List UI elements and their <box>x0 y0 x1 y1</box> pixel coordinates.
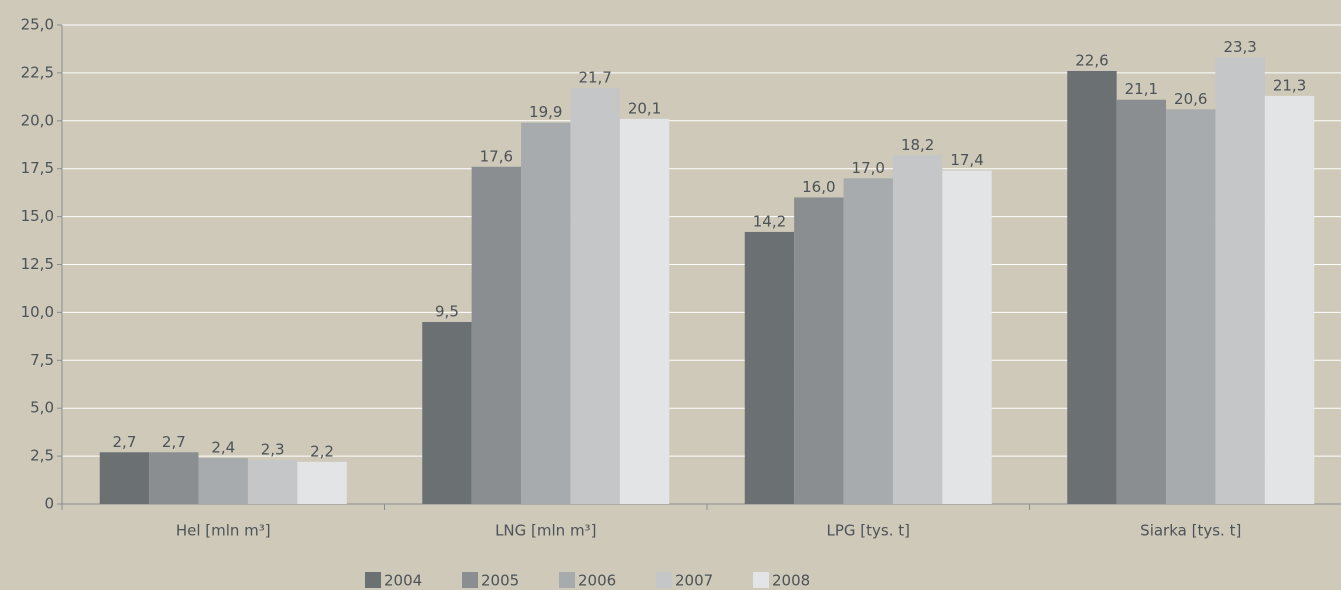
value-label: 21,7 <box>578 69 611 87</box>
y-tick-label: 15,0 <box>21 207 54 225</box>
y-tick-label: 10,0 <box>21 303 54 321</box>
legend-swatch <box>365 572 381 588</box>
x-tick-label: LPG [tys. t] <box>827 522 911 540</box>
bar <box>471 166 522 504</box>
value-label: 17,0 <box>852 159 885 177</box>
bar <box>1215 57 1265 505</box>
y-tick-label: 12,5 <box>21 255 54 273</box>
y-tick-label: 5,0 <box>30 399 54 417</box>
value-label: 19,9 <box>529 103 562 121</box>
value-label: 2,7 <box>162 433 186 451</box>
legend-label: 2004 <box>384 572 422 590</box>
bar <box>198 458 248 504</box>
legend-swatch <box>753 572 769 588</box>
x-tick-label: Siarka [tys. t] <box>1140 522 1241 540</box>
bar <box>247 459 298 504</box>
bar <box>1067 70 1117 504</box>
bar <box>1264 95 1315 504</box>
y-tick-label: 17,5 <box>21 159 54 177</box>
bar <box>1166 109 1216 504</box>
legend-label: 2007 <box>675 572 713 590</box>
bar <box>297 461 347 504</box>
value-label: 2,4 <box>211 439 235 457</box>
legend-swatch <box>559 572 575 588</box>
value-label: 2,3 <box>261 440 285 458</box>
value-label: 20,6 <box>1174 90 1207 108</box>
value-label: 9,5 <box>435 302 459 320</box>
bar <box>99 452 150 504</box>
value-label: 17,4 <box>950 151 983 169</box>
value-label: 18,2 <box>901 136 934 154</box>
value-label: 2,2 <box>310 442 334 460</box>
y-tick-label: 22,5 <box>21 63 54 81</box>
bar <box>521 122 571 504</box>
bar <box>1116 99 1167 504</box>
legend-swatch <box>656 572 672 588</box>
legend-swatch <box>462 572 478 588</box>
value-label: 20,1 <box>628 99 661 117</box>
value-label: 22,6 <box>1075 51 1108 69</box>
bar <box>149 452 199 504</box>
y-tick-label: 7,5 <box>30 351 54 369</box>
x-tick-label: LNG [mln m³] <box>495 522 596 540</box>
bar <box>744 231 795 505</box>
legend-label: 2005 <box>481 572 519 590</box>
bar <box>892 155 943 504</box>
y-tick-label: 2,5 <box>30 447 54 465</box>
bar <box>570 88 620 504</box>
y-tick-label: 25,0 <box>21 16 54 34</box>
y-tick-label: 20,0 <box>21 111 54 129</box>
value-label: 21,3 <box>1273 76 1306 94</box>
value-label: 17,6 <box>480 147 513 165</box>
bar <box>619 118 670 504</box>
legend-label: 2006 <box>578 572 616 590</box>
value-label: 21,1 <box>1125 80 1158 98</box>
bar <box>422 321 472 504</box>
value-label: 2,7 <box>113 433 137 451</box>
bar <box>942 170 992 504</box>
y-tick-label: 0 <box>44 495 54 513</box>
legend-label: 2008 <box>772 572 810 590</box>
value-label: 14,2 <box>753 212 786 230</box>
value-label: 16,0 <box>802 178 835 196</box>
value-label: 23,3 <box>1223 38 1256 56</box>
bar <box>843 178 893 504</box>
bar <box>794 197 844 504</box>
x-tick-label: Hel [mln m³] <box>176 522 271 540</box>
